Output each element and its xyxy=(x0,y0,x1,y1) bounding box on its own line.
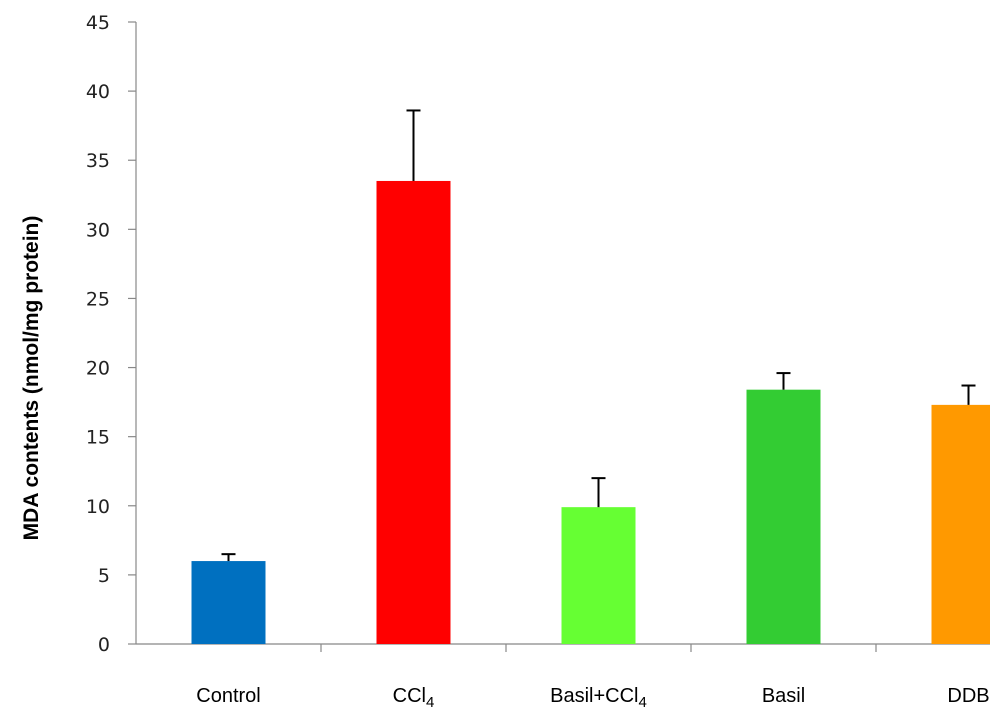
bar xyxy=(561,507,636,644)
category-label-text: DDB xyxy=(947,685,989,707)
y-tick-label: 10 xyxy=(86,496,110,518)
bar xyxy=(191,561,266,644)
y-tick-label: 25 xyxy=(86,288,110,310)
y-tick-label: 5 xyxy=(98,565,110,587)
error-bars xyxy=(221,109,976,562)
y-tick-label: 15 xyxy=(86,427,110,449)
y-tick-label: 20 xyxy=(86,358,110,380)
bar xyxy=(376,180,451,644)
y-tick-label: 30 xyxy=(86,219,110,241)
bar xyxy=(746,389,821,644)
category-label-subscript: 4 xyxy=(426,694,434,708)
category-label: Basil xyxy=(762,685,805,707)
category-label: Control xyxy=(196,685,260,707)
y-tick-label: 0 xyxy=(98,634,110,656)
bar xyxy=(931,404,990,644)
category-label: Basil+CCl4 xyxy=(550,685,647,708)
y-tick-label: 45 xyxy=(86,12,110,34)
category-label-subscript: 4 xyxy=(639,694,647,708)
category-label: DDB xyxy=(947,685,989,707)
y-tick-label: 40 xyxy=(86,81,110,103)
y-tick-label: 35 xyxy=(86,150,110,172)
bars xyxy=(191,180,990,644)
category-label: CCl4 xyxy=(393,685,435,708)
category-label-text: CCl xyxy=(393,685,426,707)
category-label-text: Basil+CCl xyxy=(550,685,638,707)
x-axis xyxy=(136,643,990,652)
category-label-text: Basil xyxy=(762,685,805,707)
y-axis: 0 5 10 15 20 25 30 35 40 45 xyxy=(86,12,137,656)
y-axis-title: MDA contents (nmol/mg protein) xyxy=(20,216,43,541)
category-label-text: Control xyxy=(196,685,260,707)
category-labels: Control CCl4 Basil+CCl4 Basil DDB xyxy=(196,685,989,708)
